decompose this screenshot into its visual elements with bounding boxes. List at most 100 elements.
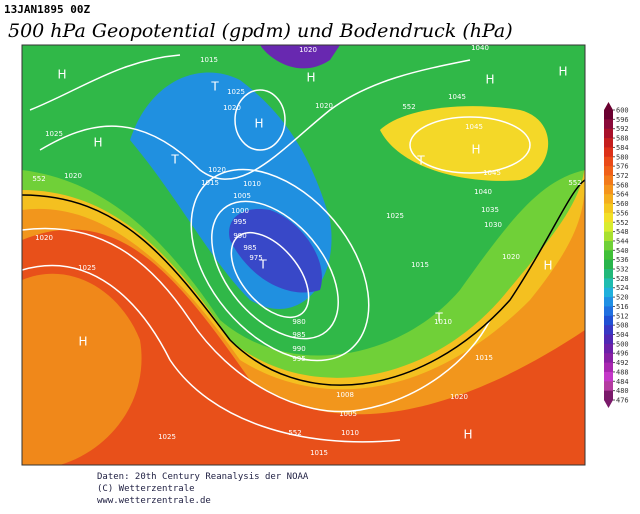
colorbar-swatch (604, 287, 613, 298)
map-label: T (170, 153, 179, 167)
map-label: H (543, 259, 552, 273)
map-label: H (471, 143, 480, 157)
map-label: 1015 (411, 261, 429, 269)
map-label: T (210, 80, 219, 94)
colorbar-swatch (604, 184, 613, 195)
colorbar-label: 536 (616, 256, 629, 264)
map-label: 1010 (434, 318, 452, 326)
colorbar-swatch (604, 278, 613, 289)
map-label: T (416, 154, 425, 168)
colorbar-label: 572 (616, 172, 629, 180)
map-label: 1020 (223, 104, 241, 112)
colorbar-label: 556 (616, 209, 629, 217)
colorbar-swatch (604, 362, 613, 373)
colorbar-label: 540 (616, 247, 629, 255)
colorbar-label: 544 (616, 237, 629, 245)
colorbar-label: 580 (616, 153, 629, 161)
colorbar-swatch (604, 343, 613, 354)
map-label: 1045 (465, 123, 483, 131)
colorbar-swatch (604, 371, 613, 382)
map-label: 1015 (201, 179, 219, 187)
map-label: 1045 (483, 169, 501, 177)
date: 13JAN1895 00Z (4, 3, 90, 16)
colorbar-label: 496 (616, 350, 629, 358)
map-label: 1040 (471, 44, 489, 52)
map-label: H (558, 65, 567, 79)
map-label: H (57, 68, 66, 82)
title: 500 hPa Geopotential (gpdm) und Bodendru… (8, 20, 513, 42)
colorbar-label: 600 (616, 107, 629, 115)
colorbar-cap (604, 102, 613, 110)
map-label: 1020 (315, 102, 333, 110)
colorbar-label: 596 (616, 116, 629, 124)
map-label: 1008 (336, 391, 354, 399)
map-label: 1030 (484, 221, 502, 229)
colorbar-swatch (604, 306, 613, 317)
colorbar-swatch (604, 194, 613, 205)
map-label: 990 (233, 232, 246, 240)
map-label: H (93, 136, 102, 150)
map-label: 995 (292, 355, 305, 363)
colorbar-label: 552 (616, 219, 629, 227)
map-label: 1045 (448, 93, 466, 101)
colorbar-swatch (604, 138, 613, 148)
map-label: H (463, 428, 472, 442)
colorbar-swatch (604, 119, 613, 130)
map-label: 1015 (310, 449, 328, 457)
map-label: 552 (288, 429, 301, 437)
map-label: 1035 (481, 206, 499, 214)
colorbar-swatch (604, 175, 613, 186)
map-label: 1005 (339, 410, 357, 418)
map-label: H (254, 117, 263, 131)
map-label: 552 (402, 103, 415, 111)
footer-line: Daten: 20th Century Reanalysis der NOAA (97, 472, 309, 482)
map-label: 1020 (35, 234, 53, 242)
map-label: 1020 (450, 393, 468, 401)
colorbar-cap (604, 400, 613, 408)
map-label: 1025 (158, 433, 176, 441)
colorbar-swatch (604, 110, 613, 120)
colorbar-swatch (604, 334, 613, 345)
colorbar-label: 484 (616, 378, 629, 386)
map-label: T (434, 311, 443, 325)
map-label: 1020 (502, 253, 520, 261)
colorbar-swatch (604, 166, 613, 176)
colorbar-label: 584 (616, 144, 629, 152)
colorbar-swatch (604, 259, 613, 270)
colorbar-swatch (604, 250, 613, 261)
map-label: H (306, 71, 315, 85)
colorbar-label: 512 (616, 312, 629, 320)
map-label: 1005 (233, 192, 251, 200)
map-label: 1015 (475, 354, 493, 362)
colorbar-swatch (604, 240, 613, 251)
colorbar-label: 568 (616, 181, 629, 189)
colorbar-label: 500 (616, 340, 629, 348)
map-label: 1010 (341, 429, 359, 437)
map-label: 1025 (78, 264, 96, 272)
colorbar-label: 488 (616, 368, 629, 376)
colorbar-label: 524 (616, 284, 629, 292)
colorbar-label: 592 (616, 125, 629, 133)
colorbar-label: 588 (616, 135, 629, 143)
map-label: 1020 (208, 166, 226, 174)
map-label: 1040 (474, 188, 492, 196)
colorbar-label: 576 (616, 163, 629, 171)
footer-line: www.wetterzentrale.de (97, 496, 211, 506)
colorbar-swatch (604, 353, 613, 364)
colorbar-swatch (604, 297, 613, 307)
colorbar-label: 560 (616, 200, 629, 208)
colorbar-label: 564 (616, 191, 629, 199)
colorbar-swatch (604, 156, 613, 167)
colorbar-swatch (604, 390, 613, 401)
colorbar-swatch (604, 212, 613, 223)
colorbar-swatch (604, 315, 613, 326)
map-label: 1025 (227, 88, 245, 96)
colorbar-swatch (604, 128, 613, 139)
colorbar-label: 516 (616, 303, 629, 311)
map-label: 1015 (200, 56, 218, 64)
map-label: 1000 (231, 207, 249, 215)
colorbar-label: 480 (616, 387, 629, 395)
map-label: T (258, 258, 267, 272)
map: H H H H H H H H H H T T T T T 1020 1040 1015 1025 1020 1020 1… (21, 44, 586, 466)
